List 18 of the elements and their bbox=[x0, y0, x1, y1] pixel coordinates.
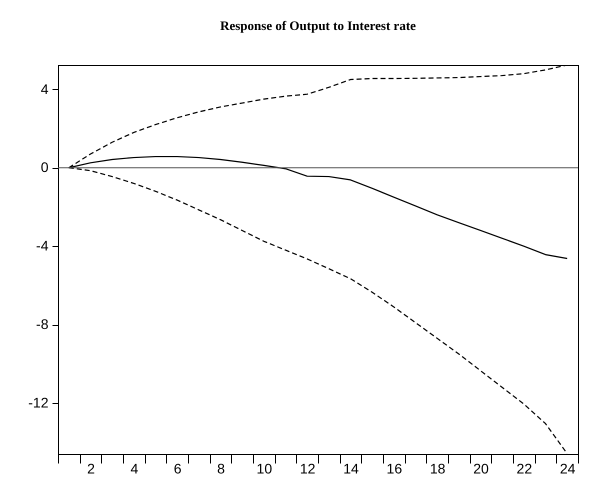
x-tick-label: 22 bbox=[516, 460, 532, 476]
y-tick-label: 0 bbox=[40, 159, 49, 176]
x-tick-label: 2 bbox=[87, 460, 96, 476]
y-tick-label: -8 bbox=[36, 316, 49, 332]
x-tick-label: 14 bbox=[343, 460, 359, 476]
x-tick-label: 4 bbox=[130, 460, 138, 476]
y-tick-label: -12 bbox=[28, 394, 49, 411]
x-tick-label: 6 bbox=[174, 460, 182, 476]
x-tick-label: 16 bbox=[386, 460, 402, 476]
y-tick-label: -4 bbox=[36, 238, 49, 254]
chart-title: Response of Output to Interest rate bbox=[220, 18, 416, 33]
x-tick-label: 18 bbox=[430, 460, 446, 476]
x-tick-label: 10 bbox=[256, 460, 272, 476]
x-tick-label: 24 bbox=[560, 460, 576, 476]
y-tick-label: 4 bbox=[40, 80, 49, 97]
x-tick-label: 12 bbox=[300, 460, 316, 476]
x-tick-label: 8 bbox=[217, 460, 226, 476]
x-tick-label: 20 bbox=[473, 460, 489, 476]
